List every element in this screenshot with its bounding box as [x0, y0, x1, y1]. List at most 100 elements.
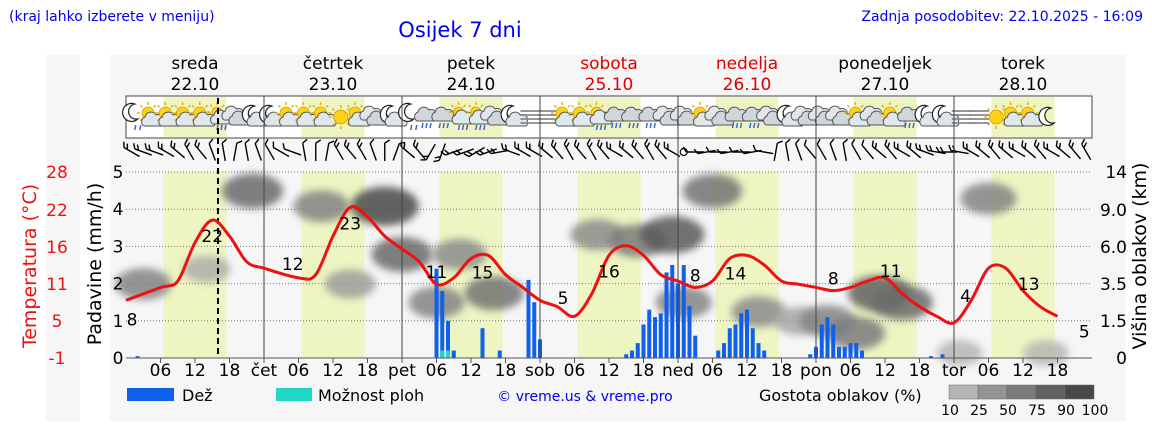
sun-ray — [277, 104, 281, 108]
temperature-label: 16 — [598, 262, 620, 282]
barb-flag — [588, 142, 593, 149]
sun-disc — [988, 109, 1004, 125]
rain-drop — [628, 122, 631, 129]
barb-flag — [1070, 142, 1075, 149]
wind-barb — [157, 141, 175, 158]
rain-drop — [632, 122, 635, 129]
barb-shaft — [803, 144, 817, 160]
cloud-legend-tick: 50 — [999, 403, 1017, 419]
barb-shaft — [356, 143, 367, 161]
rain-bar — [722, 343, 726, 358]
moon-rain-icon — [122, 102, 142, 131]
barb-shaft — [400, 145, 416, 159]
wind-barb — [144, 143, 164, 156]
wind-barb — [663, 141, 681, 158]
barb-flag — [420, 159, 427, 161]
x-tick-label: 12 — [322, 361, 344, 381]
barb-shaft — [301, 143, 307, 161]
wind-barb — [264, 138, 275, 161]
barb-flag — [897, 143, 899, 150]
sun-ray — [187, 104, 191, 108]
sun-ray — [156, 104, 161, 108]
sun-ray — [846, 104, 851, 108]
wind-barb — [315, 139, 322, 161]
wind-barb — [606, 141, 623, 158]
barb-shaft — [563, 143, 574, 161]
cloud-blob — [115, 268, 172, 300]
sun-ray — [174, 104, 178, 108]
wind-row — [123, 138, 1092, 163]
temperature-tick: 5 — [52, 312, 63, 332]
rain-bar — [630, 350, 634, 358]
sun-cloud-icon — [137, 102, 164, 127]
sun-ray — [204, 104, 209, 108]
day-date: 23.10 — [309, 75, 358, 95]
barb-shaft — [871, 145, 887, 159]
barb-flag — [208, 138, 214, 144]
sun-ray — [221, 104, 225, 108]
barb-shaft — [644, 143, 655, 161]
barb-flag — [1001, 142, 1004, 149]
region-menu-link[interactable]: (kraj lahko izberete v meniju) — [9, 9, 215, 25]
rain-bar — [526, 279, 531, 358]
cloud-rain-icon — [724, 106, 748, 129]
wind-barb — [1043, 141, 1060, 158]
last-update: Zadnja posodobitev: 22.10.2025 - 16:09 — [861, 9, 1143, 25]
barb-shaft — [184, 143, 195, 161]
barb-shaft — [842, 143, 848, 161]
temperature-tick: 22 — [46, 201, 68, 221]
rain-drop — [134, 124, 137, 131]
barb-shaft — [514, 146, 531, 158]
wind-barb — [906, 140, 922, 159]
wind-barb — [829, 138, 837, 161]
left-panel-bg — [46, 55, 80, 421]
rain-bar — [848, 343, 853, 358]
rain-bar — [929, 356, 933, 358]
day-name: petek — [447, 54, 495, 74]
rain-drop — [619, 122, 622, 129]
wind-barb — [474, 148, 497, 156]
barb-flag — [606, 141, 608, 148]
sun-ray — [139, 104, 143, 108]
wind-barb — [914, 143, 934, 156]
barb-shaft — [586, 143, 597, 161]
rain-bar — [641, 324, 646, 358]
precipitation-tick: 3 — [113, 237, 124, 257]
rain-bar — [831, 324, 836, 358]
precipitation-axis-title: Padavine (mm/h) — [84, 183, 106, 346]
rain-drop — [739, 122, 743, 129]
barb-flag — [654, 139, 658, 146]
barb-shaft — [1009, 146, 1026, 158]
cloud-blob — [827, 316, 886, 350]
barb-flag — [816, 138, 821, 145]
barb-flag — [302, 138, 308, 144]
x-tick-label: sob — [525, 361, 555, 381]
copyright-link[interactable]: © vreme.us & vreme.pro — [497, 389, 672, 405]
rain-bar — [733, 324, 738, 358]
barb-flag — [633, 142, 638, 149]
wind-barb — [343, 139, 357, 160]
barb-shaft — [526, 146, 543, 158]
rain-drop — [653, 122, 656, 129]
wind-barb — [254, 138, 262, 161]
x-tick-label: ned — [662, 361, 694, 381]
rain-bar — [434, 268, 439, 358]
barb-shaft — [343, 144, 357, 160]
wind-barb — [842, 138, 849, 161]
barb-flag — [440, 150, 446, 156]
barb-flag — [939, 146, 944, 153]
cloud-height-axis: 14 9.0 6.0 3.5 1.5 0 — [1100, 163, 1127, 369]
rain-bar — [647, 309, 652, 358]
barb-shaft — [170, 145, 186, 159]
precipitation-tick: 1 — [113, 312, 124, 332]
barb-flag — [573, 139, 578, 146]
barb-shaft — [273, 146, 290, 158]
barb-shaft — [697, 149, 716, 155]
cloud-legend-tick: 25 — [970, 403, 988, 419]
rain-bar — [451, 350, 456, 358]
barb-flag — [186, 142, 191, 149]
sun-ray — [1002, 122, 1006, 127]
sun-cloud-icon — [309, 102, 337, 127]
wind-barb — [644, 138, 655, 161]
